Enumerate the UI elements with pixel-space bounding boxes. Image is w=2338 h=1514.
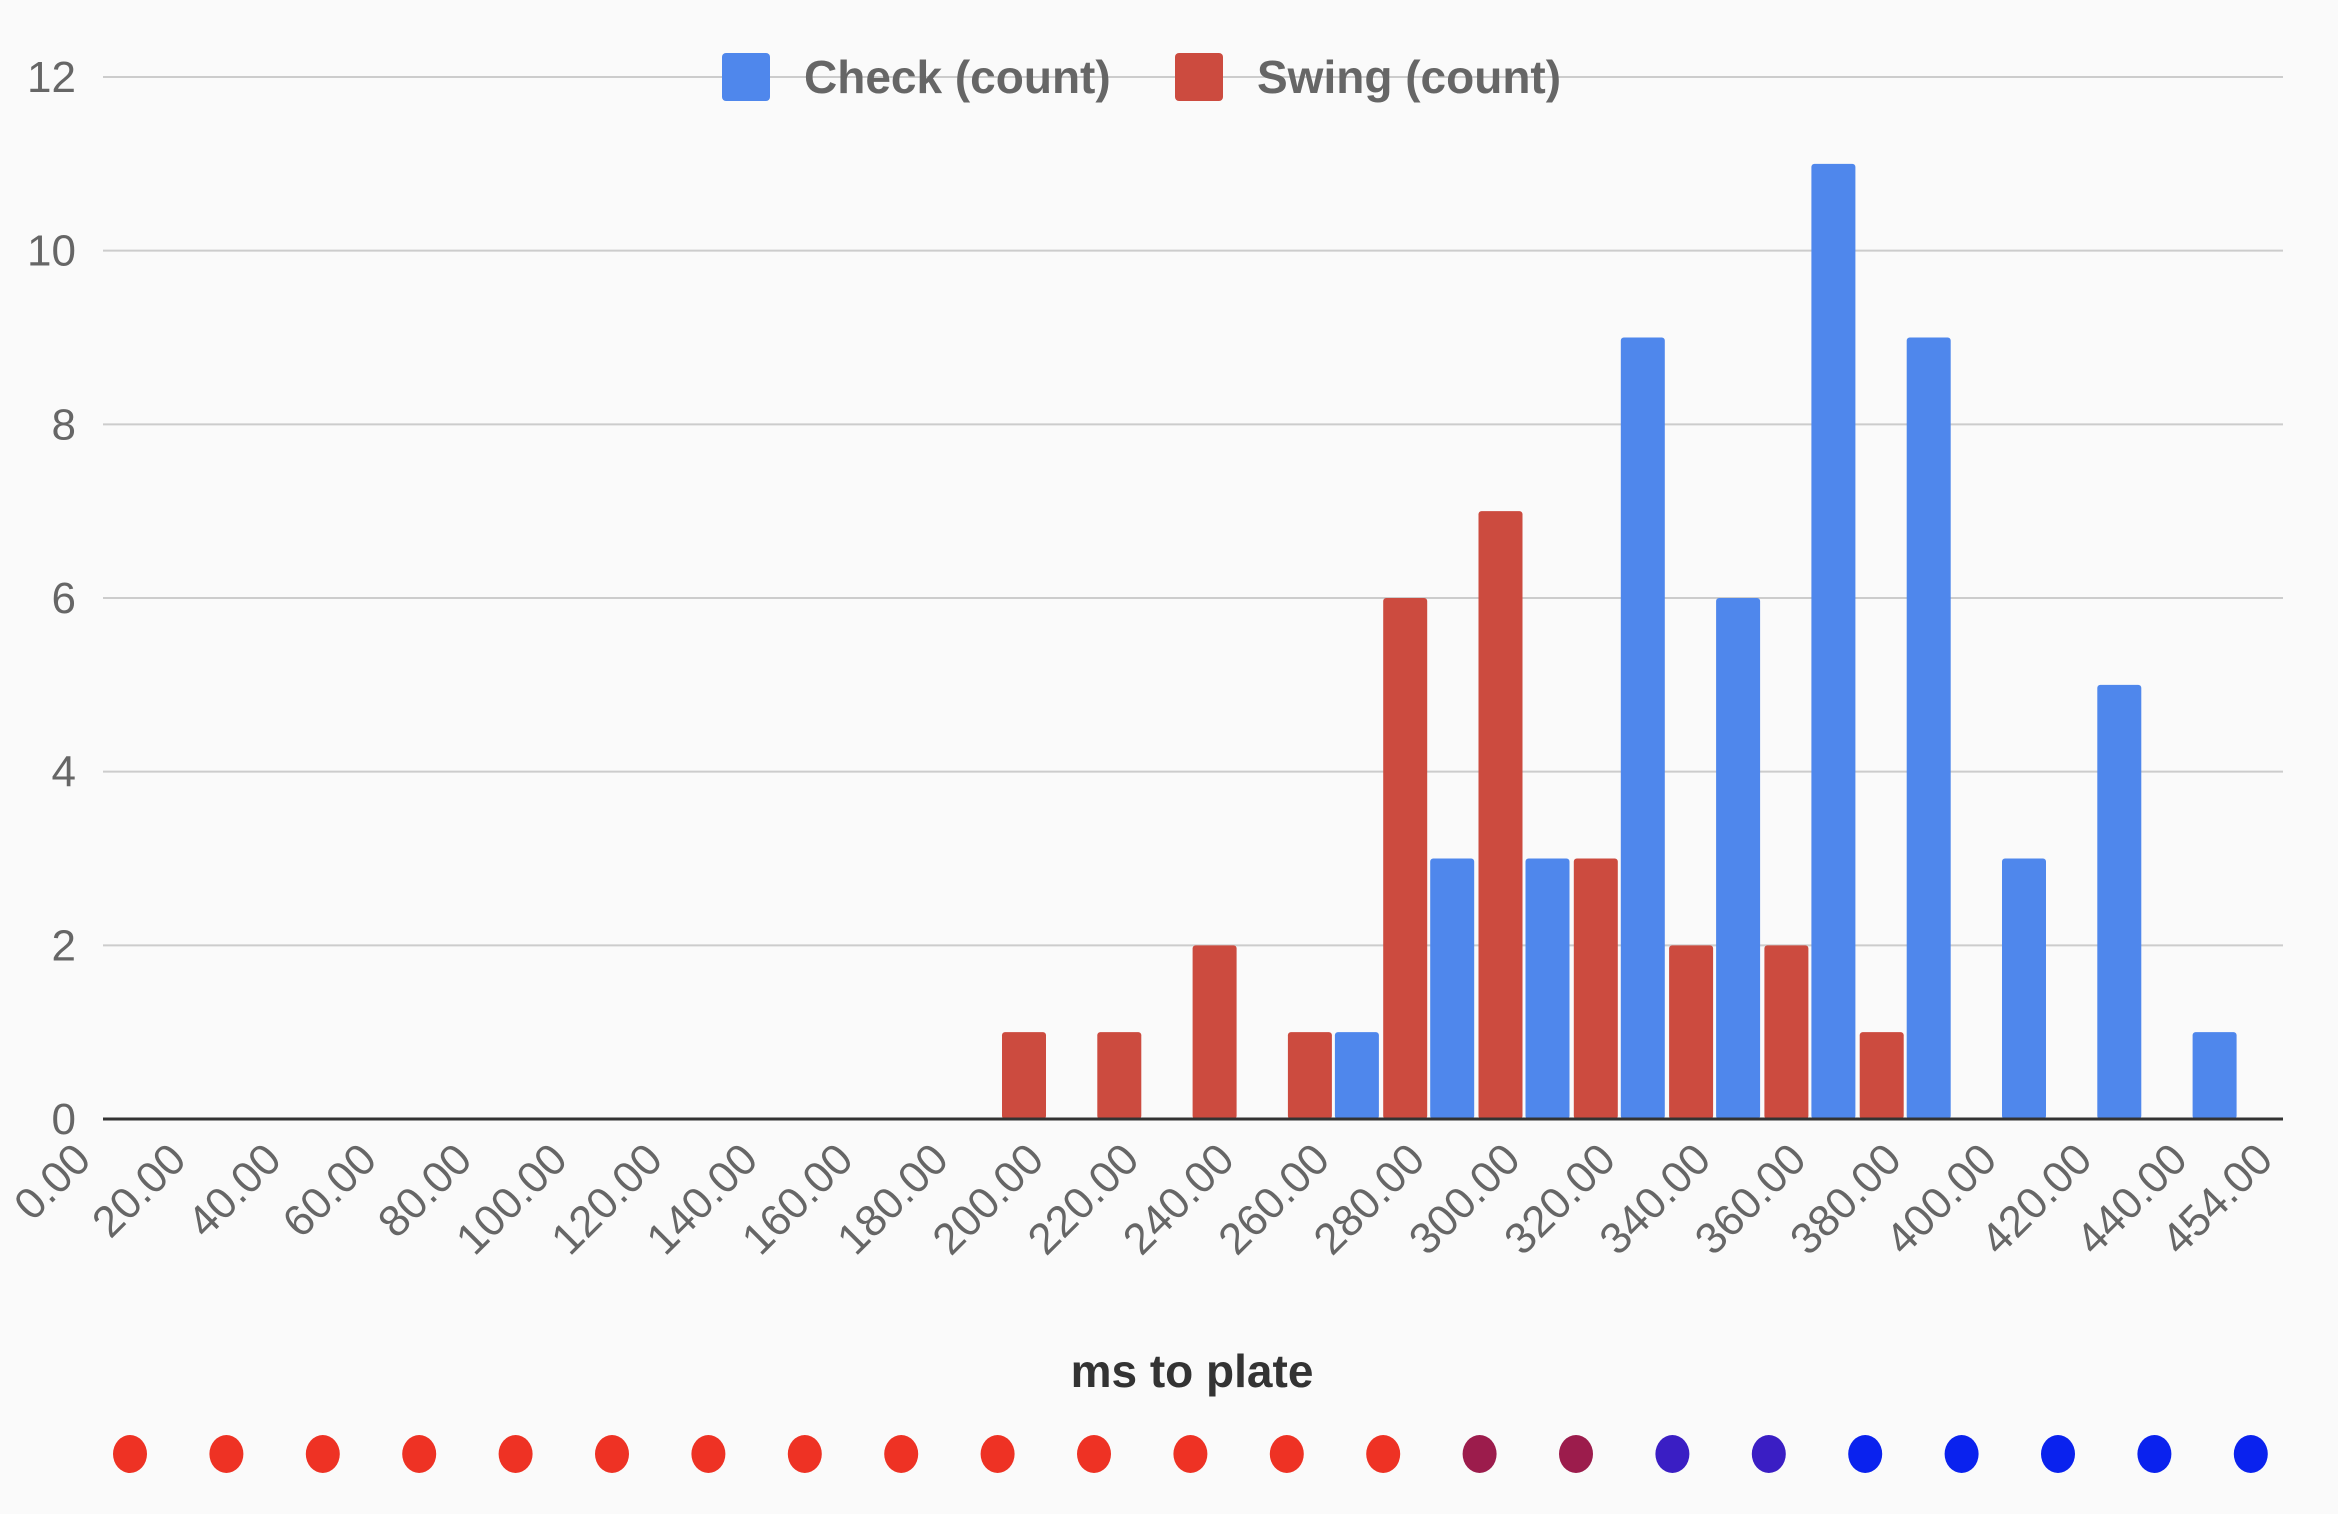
color-dot xyxy=(1077,1435,1111,1473)
color-dot xyxy=(305,1435,340,1473)
color-dot xyxy=(980,1435,1015,1473)
x-tick-label: 20.00 xyxy=(83,1134,196,1247)
color-dot xyxy=(1559,1435,1593,1473)
y-tick-label: 4 xyxy=(52,748,76,797)
bar-check xyxy=(2002,858,2046,1119)
legend-swatch xyxy=(722,53,770,101)
x-axis-ticks: 0.0020.0040.0060.0080.00100.00120.00140.… xyxy=(5,1134,2282,1264)
bar-check xyxy=(2097,684,2142,1119)
bars xyxy=(1002,163,2237,1120)
gridlines xyxy=(103,76,2283,947)
bar-swing xyxy=(1764,945,1809,1119)
y-tick-label: 2 xyxy=(52,921,76,970)
color-dot xyxy=(1269,1435,1304,1473)
bar-swing xyxy=(1287,1032,1332,1119)
bar-check xyxy=(1906,337,1951,1119)
color-dot xyxy=(1848,1435,1883,1473)
color-dot xyxy=(787,1435,822,1473)
legend-item[interactable]: Check (count) xyxy=(722,51,1111,103)
bar-swing xyxy=(1573,858,1618,1119)
legend[interactable]: Check (count) Swing (count) xyxy=(722,51,1561,103)
color-dot xyxy=(2041,1435,2075,1473)
bar-swing xyxy=(1859,1032,1904,1119)
color-dot xyxy=(691,1435,726,1473)
y-tick-label: 8 xyxy=(52,400,76,449)
color-dot xyxy=(1366,1435,1401,1473)
color-dot xyxy=(1173,1435,1208,1473)
bar-swing xyxy=(1192,945,1237,1119)
bar-check xyxy=(1620,337,1665,1119)
color-dot xyxy=(402,1435,437,1473)
color-dot xyxy=(2233,1435,2268,1473)
x-tick-label: 40.00 xyxy=(178,1134,291,1247)
color-dot xyxy=(2137,1435,2172,1473)
color-dot xyxy=(498,1435,533,1473)
color-dot xyxy=(1944,1435,1979,1473)
bar-swing xyxy=(1097,1032,1142,1119)
legend-item[interactable]: Swing (count) xyxy=(1175,51,1561,103)
bar-check xyxy=(2192,1032,2237,1119)
color-dot xyxy=(595,1435,629,1473)
bar-check xyxy=(1716,598,1761,1119)
bar-check xyxy=(1334,1032,1379,1119)
color-dot xyxy=(1655,1435,1690,1473)
x-axis-title: ms to plate xyxy=(1071,1345,1314,1397)
bar-check xyxy=(1811,163,1856,1120)
bar-check xyxy=(1430,858,1475,1119)
legend-label: Check (count) xyxy=(804,51,1111,103)
x-tick-label: 60.00 xyxy=(273,1134,386,1247)
color-dot xyxy=(1462,1435,1497,1473)
bar-swing xyxy=(1383,598,1428,1119)
y-tick-label: 10 xyxy=(27,227,76,276)
bar-swing xyxy=(1002,1032,1046,1119)
legend-swatch xyxy=(1175,53,1223,101)
color-dot xyxy=(1751,1435,1786,1473)
color-dot xyxy=(113,1435,147,1473)
y-tick-label: 12 xyxy=(27,53,76,102)
bar-swing xyxy=(1478,511,1523,1120)
color-scale-dots xyxy=(113,1435,2268,1473)
legend-label: Swing (count) xyxy=(1257,51,1561,103)
y-tick-label: 6 xyxy=(52,574,76,623)
bar-swing xyxy=(1669,945,1714,1119)
bar-check xyxy=(1525,858,1570,1119)
color-dot xyxy=(209,1435,244,1473)
y-tick-label: 0 xyxy=(52,1095,76,1144)
color-dot xyxy=(884,1435,919,1473)
y-axis-ticks: 0 2 4 6 8 10 12 xyxy=(27,53,76,1144)
